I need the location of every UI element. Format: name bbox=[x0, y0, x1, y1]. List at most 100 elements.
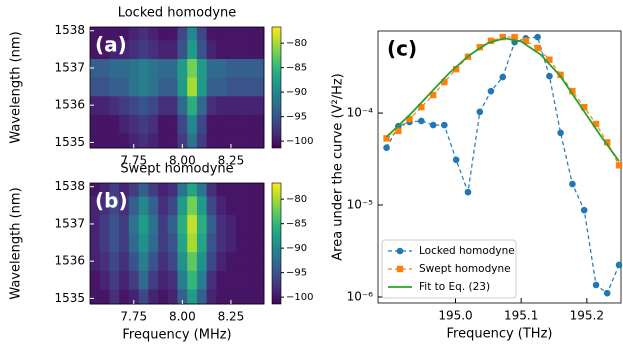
heatmap-cell bbox=[158, 77, 169, 97]
heatmap-cell bbox=[206, 58, 217, 78]
heatmap-cell bbox=[216, 183, 227, 197]
heatmap-cell bbox=[235, 251, 246, 271]
heatmap-cell bbox=[167, 133, 178, 149]
heatmap-cell bbox=[177, 114, 188, 134]
point bbox=[534, 44, 541, 52]
heatmap-cell bbox=[99, 289, 110, 305]
heatmap-cell bbox=[138, 27, 149, 41]
heatmap-cell bbox=[119, 196, 130, 216]
heatmap-cell bbox=[187, 183, 198, 197]
legend-label: Fit to Eq. (23) bbox=[419, 281, 490, 293]
point bbox=[464, 188, 472, 196]
heatmap-cell bbox=[167, 114, 178, 134]
heatmap-cell bbox=[148, 183, 159, 197]
heatmap-cell bbox=[99, 95, 110, 115]
heatmap-cell bbox=[109, 183, 120, 197]
heatmap-cell bbox=[158, 289, 169, 305]
heatmap-cell bbox=[167, 95, 178, 115]
heatmap-cell bbox=[90, 95, 101, 115]
x-axis-label: Frequency (MHz) bbox=[122, 328, 231, 343]
point bbox=[499, 33, 506, 41]
heatmap-cell bbox=[109, 251, 120, 271]
point bbox=[592, 120, 600, 128]
heatmap-cell bbox=[90, 27, 101, 41]
legend-label: Locked homodyne bbox=[419, 245, 515, 257]
heatmap-cell bbox=[148, 95, 159, 115]
heatmap-cell bbox=[167, 196, 178, 216]
heatmap-cell bbox=[206, 183, 217, 197]
heatmap-cell bbox=[177, 251, 188, 271]
heatmap-cell bbox=[90, 114, 101, 134]
heatmap-cell bbox=[90, 183, 101, 197]
heatmap-cell bbox=[196, 133, 208, 149]
heatmap-cell bbox=[158, 40, 169, 60]
heatmap-cell bbox=[245, 233, 256, 253]
heatmap-cell bbox=[158, 27, 169, 41]
heatmap-cell bbox=[99, 114, 110, 134]
heatmap-cell bbox=[196, 114, 208, 134]
point bbox=[383, 144, 390, 151]
heatmap-cell bbox=[226, 270, 237, 290]
heatmap-cell bbox=[148, 289, 159, 305]
heatmap-cell bbox=[148, 251, 159, 271]
heatmap-cell bbox=[177, 133, 188, 149]
heatmap-cell bbox=[99, 40, 110, 60]
y-tick-label: 1535 bbox=[54, 291, 85, 305]
heatmap-cell bbox=[119, 183, 130, 197]
heatmap-cell bbox=[187, 40, 198, 60]
heatmap-cell bbox=[148, 133, 159, 149]
heatmap-cell bbox=[245, 270, 256, 290]
heatmap-cell bbox=[216, 114, 227, 134]
y-tick-label: 1536 bbox=[54, 254, 85, 268]
heatmap-cell bbox=[226, 233, 237, 253]
point bbox=[557, 71, 564, 79]
heatmap-cell bbox=[138, 196, 149, 216]
heatmap-cell bbox=[187, 133, 198, 149]
heatmap-cell bbox=[167, 233, 178, 253]
heatmap-cell bbox=[177, 214, 188, 234]
heatmap-cell bbox=[148, 114, 159, 134]
heatmap-cell bbox=[177, 270, 188, 290]
point bbox=[604, 139, 611, 146]
heatmap-cell bbox=[177, 77, 188, 97]
heatmap-cell bbox=[255, 183, 265, 197]
heatmap-cell bbox=[216, 251, 227, 271]
heatmap-cell bbox=[148, 40, 159, 60]
heatmap-cell bbox=[138, 289, 149, 305]
heatmap-cell bbox=[226, 40, 237, 60]
heatmap-cell bbox=[187, 196, 198, 216]
heatmap-cell bbox=[226, 289, 237, 305]
heatmap-cell bbox=[99, 77, 110, 97]
series-line bbox=[385, 37, 620, 162]
heatmap-cell bbox=[99, 58, 110, 78]
heatmap-cell bbox=[99, 183, 110, 197]
point bbox=[511, 33, 518, 41]
colorbar-tick-label: −100 bbox=[286, 292, 313, 303]
heatmap-cell bbox=[255, 77, 265, 97]
heatmap-cell bbox=[109, 133, 120, 149]
heatmap-cell bbox=[158, 233, 169, 253]
heatmap-cell bbox=[167, 251, 178, 271]
x-tick-label: 195.1 bbox=[504, 309, 538, 323]
heatmap-cell bbox=[206, 114, 217, 134]
heatmap-cell bbox=[177, 183, 188, 197]
heatmap-cell bbox=[148, 214, 159, 234]
heatmap-cell bbox=[177, 196, 188, 216]
heatmap-cell bbox=[245, 95, 256, 115]
heatmap-cell bbox=[196, 233, 208, 253]
point bbox=[441, 121, 448, 129]
point bbox=[557, 129, 564, 137]
heatmap-cell bbox=[235, 77, 246, 97]
heatmap-cell bbox=[235, 40, 246, 60]
heatmap-cell bbox=[109, 196, 120, 216]
heatmap-cell bbox=[245, 114, 256, 134]
heatmap-cell bbox=[245, 183, 256, 197]
heatmap-cell bbox=[255, 196, 265, 216]
colorbar-tick-label: −80 bbox=[286, 38, 307, 49]
y-axis-label: Wavelength (nm) bbox=[9, 187, 24, 299]
heatmap-cell bbox=[138, 77, 149, 97]
heatmap-cell bbox=[99, 233, 110, 253]
heatmap-cell bbox=[235, 95, 246, 115]
heatmap-cell bbox=[119, 214, 130, 234]
heatmap-cell bbox=[206, 233, 217, 253]
